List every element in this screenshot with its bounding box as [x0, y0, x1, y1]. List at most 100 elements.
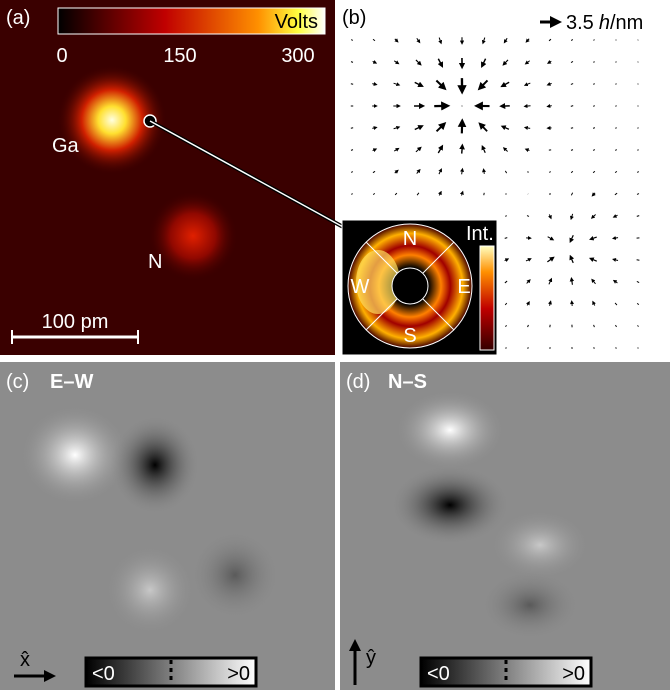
vector-arrow	[436, 81, 443, 88]
vector-arrow	[637, 260, 640, 261]
vector-arrow	[351, 40, 353, 41]
vector-arrow	[526, 128, 530, 129]
vector-arrow	[505, 303, 507, 305]
scale-number: 3.5	[566, 12, 594, 34]
vector-arrow	[351, 62, 353, 63]
panel-title: N–S	[388, 371, 427, 393]
vector-arrow	[548, 106, 551, 107]
axis-label: ŷ	[366, 647, 376, 669]
vector-arrow	[481, 80, 488, 87]
vector-arrow	[526, 61, 529, 64]
vector-arrow	[615, 193, 617, 195]
tick-label: 0	[56, 45, 67, 67]
vector-arrow	[637, 303, 639, 304]
vector-arrow	[503, 127, 509, 130]
vector-arrow	[593, 128, 595, 129]
vector-arrow	[372, 128, 375, 129]
vector-arrow	[506, 347, 507, 348]
vector-arrow	[615, 150, 616, 151]
vector-arrow	[614, 238, 618, 239]
colorbar-high: >0	[227, 663, 250, 685]
vector-arrow	[616, 62, 617, 63]
vector-arrow	[505, 171, 506, 173]
inset-colorbar	[480, 246, 494, 350]
vector-arrow	[571, 84, 573, 85]
vector-arrow	[637, 194, 639, 195]
vector-arrow	[593, 40, 594, 41]
scale-symbol: h	[599, 12, 610, 34]
vector-arrow	[437, 125, 444, 132]
vector-arrow	[416, 60, 420, 64]
vector-arrow	[395, 171, 398, 173]
vector-arrow	[462, 170, 463, 175]
panel-label: (d)	[346, 371, 370, 393]
vector-arrow	[525, 106, 530, 107]
direction: W	[351, 276, 370, 298]
vector-arrow	[549, 172, 550, 173]
vector-arrow	[637, 325, 638, 326]
vector-arrow	[527, 216, 529, 217]
inset-ring	[392, 268, 428, 304]
vector-arrow	[593, 193, 595, 195]
scale-label: 100 pm	[42, 311, 109, 333]
vector-arrow	[571, 214, 572, 218]
scale-unit: /nm	[610, 12, 643, 34]
vector-arrow	[616, 347, 617, 348]
vector-arrow	[395, 39, 397, 41]
vector-arrow	[526, 259, 530, 261]
vector-arrow	[415, 82, 422, 85]
vector-arrow	[615, 303, 617, 305]
vector-arrow	[395, 193, 397, 195]
colorbar-low: <0	[427, 663, 450, 685]
vector-arrow	[593, 84, 595, 85]
axis-label: x̂	[20, 649, 30, 671]
vector-arrow	[527, 149, 530, 150]
vector-arrow	[549, 61, 552, 63]
atom-label: Ga	[52, 135, 80, 157]
vector-arrow	[527, 303, 529, 306]
vector-arrow	[615, 84, 616, 85]
direction: S	[403, 325, 416, 347]
vector-arrow	[505, 281, 507, 283]
blob	[490, 510, 590, 580]
vector-arrow	[503, 82, 509, 85]
vector-arrow	[571, 171, 573, 172]
vector-arrow	[527, 281, 530, 284]
vector-arrow	[593, 302, 595, 305]
vector-arrow	[351, 194, 352, 195]
vector-arrow	[615, 106, 616, 107]
vector-arrow	[505, 238, 508, 239]
vector-arrow	[571, 39, 572, 40]
direction: E	[457, 276, 470, 298]
vector-arrow	[638, 348, 639, 349]
vector-arrow	[373, 193, 375, 194]
vector-arrow	[527, 172, 528, 173]
vector-arrow	[637, 150, 638, 151]
vector-arrow	[481, 125, 487, 131]
vector-arrow	[571, 106, 573, 107]
tick-label: 150	[163, 45, 196, 67]
colorbar-high: >0	[562, 663, 585, 685]
vector-arrow	[592, 280, 595, 284]
vector-arrow	[594, 325, 595, 327]
vector-arrow	[415, 126, 421, 129]
vector-arrow	[615, 171, 617, 172]
panel-title: E–W	[50, 371, 93, 393]
vector-arrow	[637, 172, 638, 173]
vector-arrow	[504, 60, 508, 64]
vector-arrow	[394, 61, 398, 63]
vector-arrow	[438, 59, 441, 66]
vector-arrow	[372, 84, 375, 85]
vector-arrow	[373, 61, 376, 62]
colorbar-title: Volts	[275, 11, 318, 33]
vector-arrow	[438, 147, 441, 153]
vector-arrow	[483, 147, 485, 153]
vector-arrow	[614, 259, 618, 260]
vector-arrow	[593, 150, 595, 151]
figure: (a) Volts 0 150 300 Ga N 100 pm (b) 3.5h…	[0, 0, 670, 690]
vector-arrow	[439, 193, 440, 196]
vector-arrow	[482, 59, 485, 66]
blob	[390, 465, 510, 545]
vector-arrow	[571, 61, 573, 62]
blob	[395, 390, 505, 470]
